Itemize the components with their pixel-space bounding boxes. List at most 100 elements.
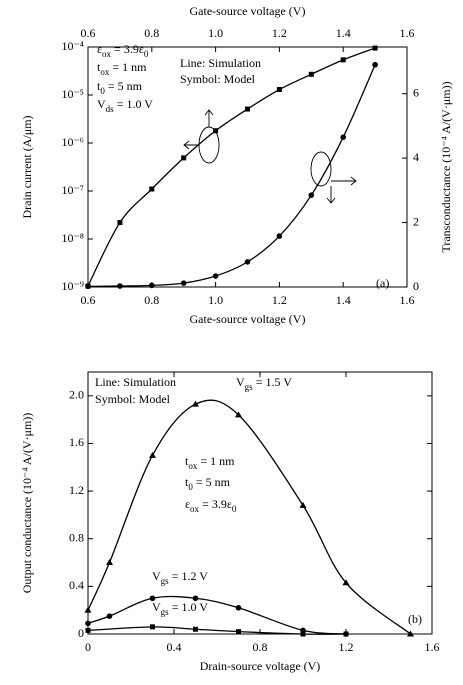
x2-tick-label: 1.0 [208,26,223,40]
marker [244,259,251,265]
marker [149,451,156,458]
y-axis-label: Drain current (A/μm) [20,115,34,218]
annotation: t0 = 5 nm [185,475,231,492]
annotation: εox = 3.9ε0 [97,42,149,59]
marker [150,624,155,630]
x-tick-label: 0.6 [81,293,96,307]
x-tick-label: 1.6 [425,640,440,654]
marker [85,283,91,290]
x-tick-label: 1.0 [208,293,223,307]
y-axis-label: Output conductance (10⁻⁴ A/(V·μm)) [20,413,34,594]
y2-tick-label: 2 [413,214,419,228]
annotation: Line: Simulation [180,56,261,70]
series-line [87,399,411,635]
marker [85,627,91,633]
marker [117,220,123,226]
indicator-arrow [183,109,214,150]
marker [343,631,349,637]
annotation: Line: Simulation [95,375,176,389]
marker [192,400,199,407]
marker [181,155,187,161]
series-label: Vgs = 1.5 V [236,375,292,392]
marker [236,629,241,635]
panel-label: (a) [376,276,389,290]
marker [180,280,187,286]
x-tick-label: 0.8 [253,640,268,654]
series-label: Vgs = 1.2 V [152,569,208,586]
y-tick-label: 10⁻⁸ [61,231,84,245]
indicator-oval [198,126,220,164]
y-tick-label: 10⁻⁷ [61,183,84,197]
y-tick-label: 0.8 [69,530,84,544]
marker [340,134,347,141]
series-line [87,64,376,288]
indicator-arrow [326,176,357,204]
annotation: εox = 3.9ε0 [185,497,237,514]
y-tick-label: 0 [78,626,84,640]
marker [212,273,219,279]
x2-tick-label: 1.6 [400,26,415,40]
y-tick-label: 10⁻⁹ [61,279,84,293]
series-line [87,626,347,635]
marker [117,283,123,289]
marker [308,71,314,77]
plot-frame [87,371,433,635]
y-tick-label: 0.4 [69,578,84,592]
x-tick-label: 0 [85,640,91,654]
x2-tick-label: 1.4 [336,26,351,40]
y-tick-label: 2.0 [69,388,84,402]
x-axis-label: Drain-source voltage (V) [200,659,321,673]
y2-axis-label: Transconductance (10⁻⁴ A/(V·μm)) [439,81,453,252]
y2-tick-label: 0 [413,279,419,293]
x2-tick-label: 0.8 [144,26,159,40]
marker [245,106,250,112]
y-tick-label: 10⁻⁴ [61,39,84,53]
marker [149,186,155,192]
indicator-oval [310,151,332,187]
annotation: Symbol: Model [180,72,256,86]
marker [192,595,199,602]
marker [372,61,378,68]
y2-tick-label: 4 [413,150,419,164]
marker [84,606,92,613]
marker [299,501,307,508]
y2-tick-label: 6 [413,85,419,99]
marker [235,411,242,418]
annotation: t0 = 5 nm [97,79,143,96]
annotation: tox = 1 nm [97,60,147,77]
marker [372,45,378,51]
x-tick-label: 1.6 [400,293,415,307]
series-label: Vgs = 1.0 V [152,600,208,617]
marker [276,233,283,239]
marker [193,626,198,632]
marker [308,192,315,198]
marker [340,57,346,63]
y-tick-label: 1.6 [69,435,84,449]
marker [342,579,350,586]
marker [149,595,156,602]
chart: 0 0.4 0.8 1.2 1.6 0 0.4 0.8 1.2 1.6 2.0 Drain-sourc… [20,371,440,673]
marker [407,630,414,637]
x-tick-label: 1.2 [339,640,354,654]
annotation: Vds = 1.0 V [97,97,153,114]
marker [85,620,91,627]
series-line [87,47,376,287]
indicators [183,109,357,204]
marker [106,559,113,566]
plot-frame [87,46,408,288]
marker [276,87,282,93]
x-tick-label: 1.2 [272,293,287,307]
y-tick-label: 10⁻⁶ [61,135,84,149]
panel-label: (b) [408,612,422,626]
annotation: Symbol: Model [95,392,171,406]
chart: 0.6 0.6 0.8 0.8 1.0 1.0 1.2 1.2 1.4 1.4 1.6 1.6 10⁻⁹… [20,4,453,326]
x2-tick-label: 1.2 [272,26,287,40]
x-tick-label: 0.4 [167,640,182,654]
marker [300,631,306,637]
annotation: tox = 1 nm [185,454,235,471]
x-tick-label: 1.4 [336,293,351,307]
x-tick-label: 0.8 [144,293,159,307]
x2-axis-label: Gate-source voltage (V) [190,4,306,18]
y-tick-label: 1.2 [69,483,84,497]
